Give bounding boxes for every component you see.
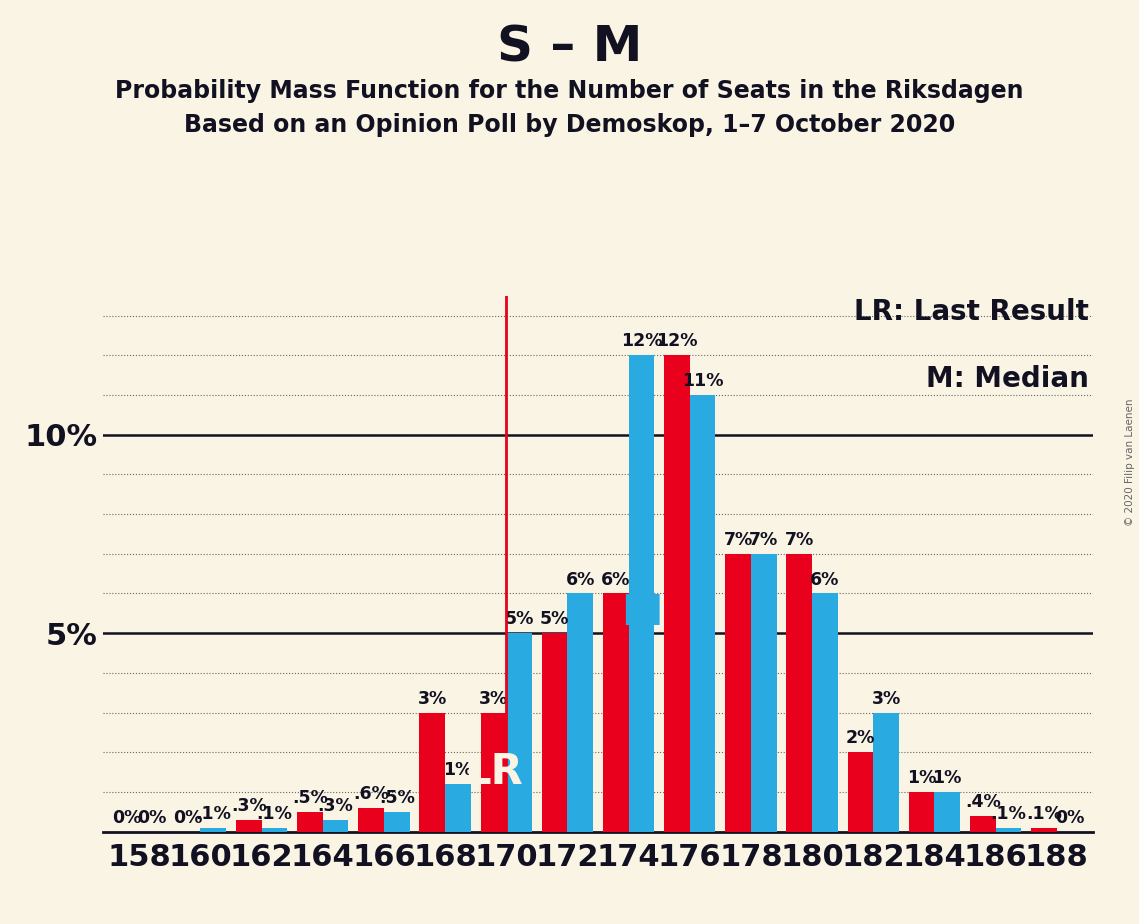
Text: Probability Mass Function for the Number of Seats in the Riksdagen: Probability Mass Function for the Number… [115, 79, 1024, 103]
Text: .4%: .4% [965, 793, 1000, 811]
Bar [664, 355, 690, 832]
Text: 3%: 3% [871, 689, 901, 708]
Bar [1031, 828, 1057, 832]
Text: 6%: 6% [810, 571, 839, 589]
Text: 0%: 0% [138, 808, 166, 827]
Bar [690, 395, 715, 832]
Text: 1%: 1% [907, 769, 936, 787]
Bar [236, 820, 262, 832]
Bar [322, 820, 349, 832]
Bar [629, 355, 654, 832]
Bar [445, 784, 470, 832]
Text: © 2020 Filip van Laenen: © 2020 Filip van Laenen [1125, 398, 1134, 526]
Bar [786, 553, 812, 832]
Bar [262, 828, 287, 832]
Text: 7%: 7% [785, 531, 814, 549]
Bar [200, 828, 226, 832]
Text: 12%: 12% [621, 333, 662, 350]
Text: M: Median: M: Median [926, 365, 1089, 394]
Text: 6%: 6% [566, 571, 595, 589]
Text: 5%: 5% [540, 611, 570, 628]
Bar [567, 593, 593, 832]
Bar [934, 792, 960, 832]
Text: 1%: 1% [443, 761, 473, 779]
Text: LR: Last Result: LR: Last Result [853, 298, 1089, 326]
Text: 5%: 5% [505, 611, 534, 628]
Text: 3%: 3% [418, 689, 446, 708]
Text: Based on an Opinion Poll by Demoskop, 1–7 October 2020: Based on an Opinion Poll by Demoskop, 1–… [183, 113, 956, 137]
Bar [995, 828, 1022, 832]
Bar [419, 712, 445, 832]
Text: .5%: .5% [292, 789, 328, 807]
Bar [874, 712, 899, 832]
Bar [909, 792, 934, 832]
Text: .1%: .1% [1026, 805, 1062, 823]
Text: .5%: .5% [379, 789, 415, 807]
Text: .3%: .3% [318, 796, 353, 815]
Bar [970, 816, 995, 832]
Text: .1%: .1% [195, 805, 231, 823]
Text: 0%: 0% [1055, 808, 1084, 827]
Bar [384, 812, 410, 832]
Text: 11%: 11% [682, 372, 723, 390]
Text: 7%: 7% [723, 531, 753, 549]
Bar [297, 812, 322, 832]
Bar [481, 712, 506, 832]
Text: 3%: 3% [478, 689, 508, 708]
Text: .1%: .1% [256, 805, 293, 823]
Text: LR: LR [464, 751, 523, 793]
Bar [751, 553, 777, 832]
Text: .3%: .3% [231, 796, 267, 815]
Bar [812, 593, 838, 832]
Bar [542, 633, 567, 832]
Text: .6%: .6% [353, 785, 390, 803]
Bar [726, 553, 751, 832]
Text: 6%: 6% [601, 571, 630, 589]
Bar [358, 808, 384, 832]
Text: M: M [621, 592, 662, 634]
Text: 12%: 12% [656, 333, 697, 350]
Text: 0%: 0% [112, 808, 141, 827]
Text: 2%: 2% [845, 729, 875, 748]
Bar [847, 752, 874, 832]
Bar [603, 593, 629, 832]
Text: 0%: 0% [173, 808, 203, 827]
Bar [506, 633, 532, 832]
Text: S – M: S – M [497, 23, 642, 71]
Text: .1%: .1% [991, 805, 1026, 823]
Text: 1%: 1% [933, 769, 962, 787]
Text: 7%: 7% [749, 531, 778, 549]
